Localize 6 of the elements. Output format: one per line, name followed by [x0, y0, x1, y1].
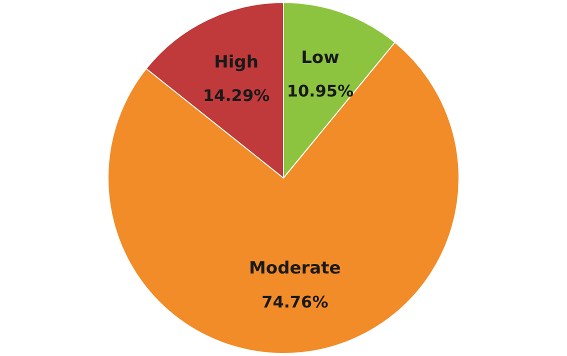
data-label: 14.29% — [202, 86, 270, 106]
slice-label: Low — [301, 48, 340, 68]
slice-label: Moderate — [248, 258, 341, 279]
slice-label: High — [214, 52, 258, 72]
data-label: 74.76% — [262, 292, 328, 312]
data-label: 10.95% — [286, 82, 354, 101]
